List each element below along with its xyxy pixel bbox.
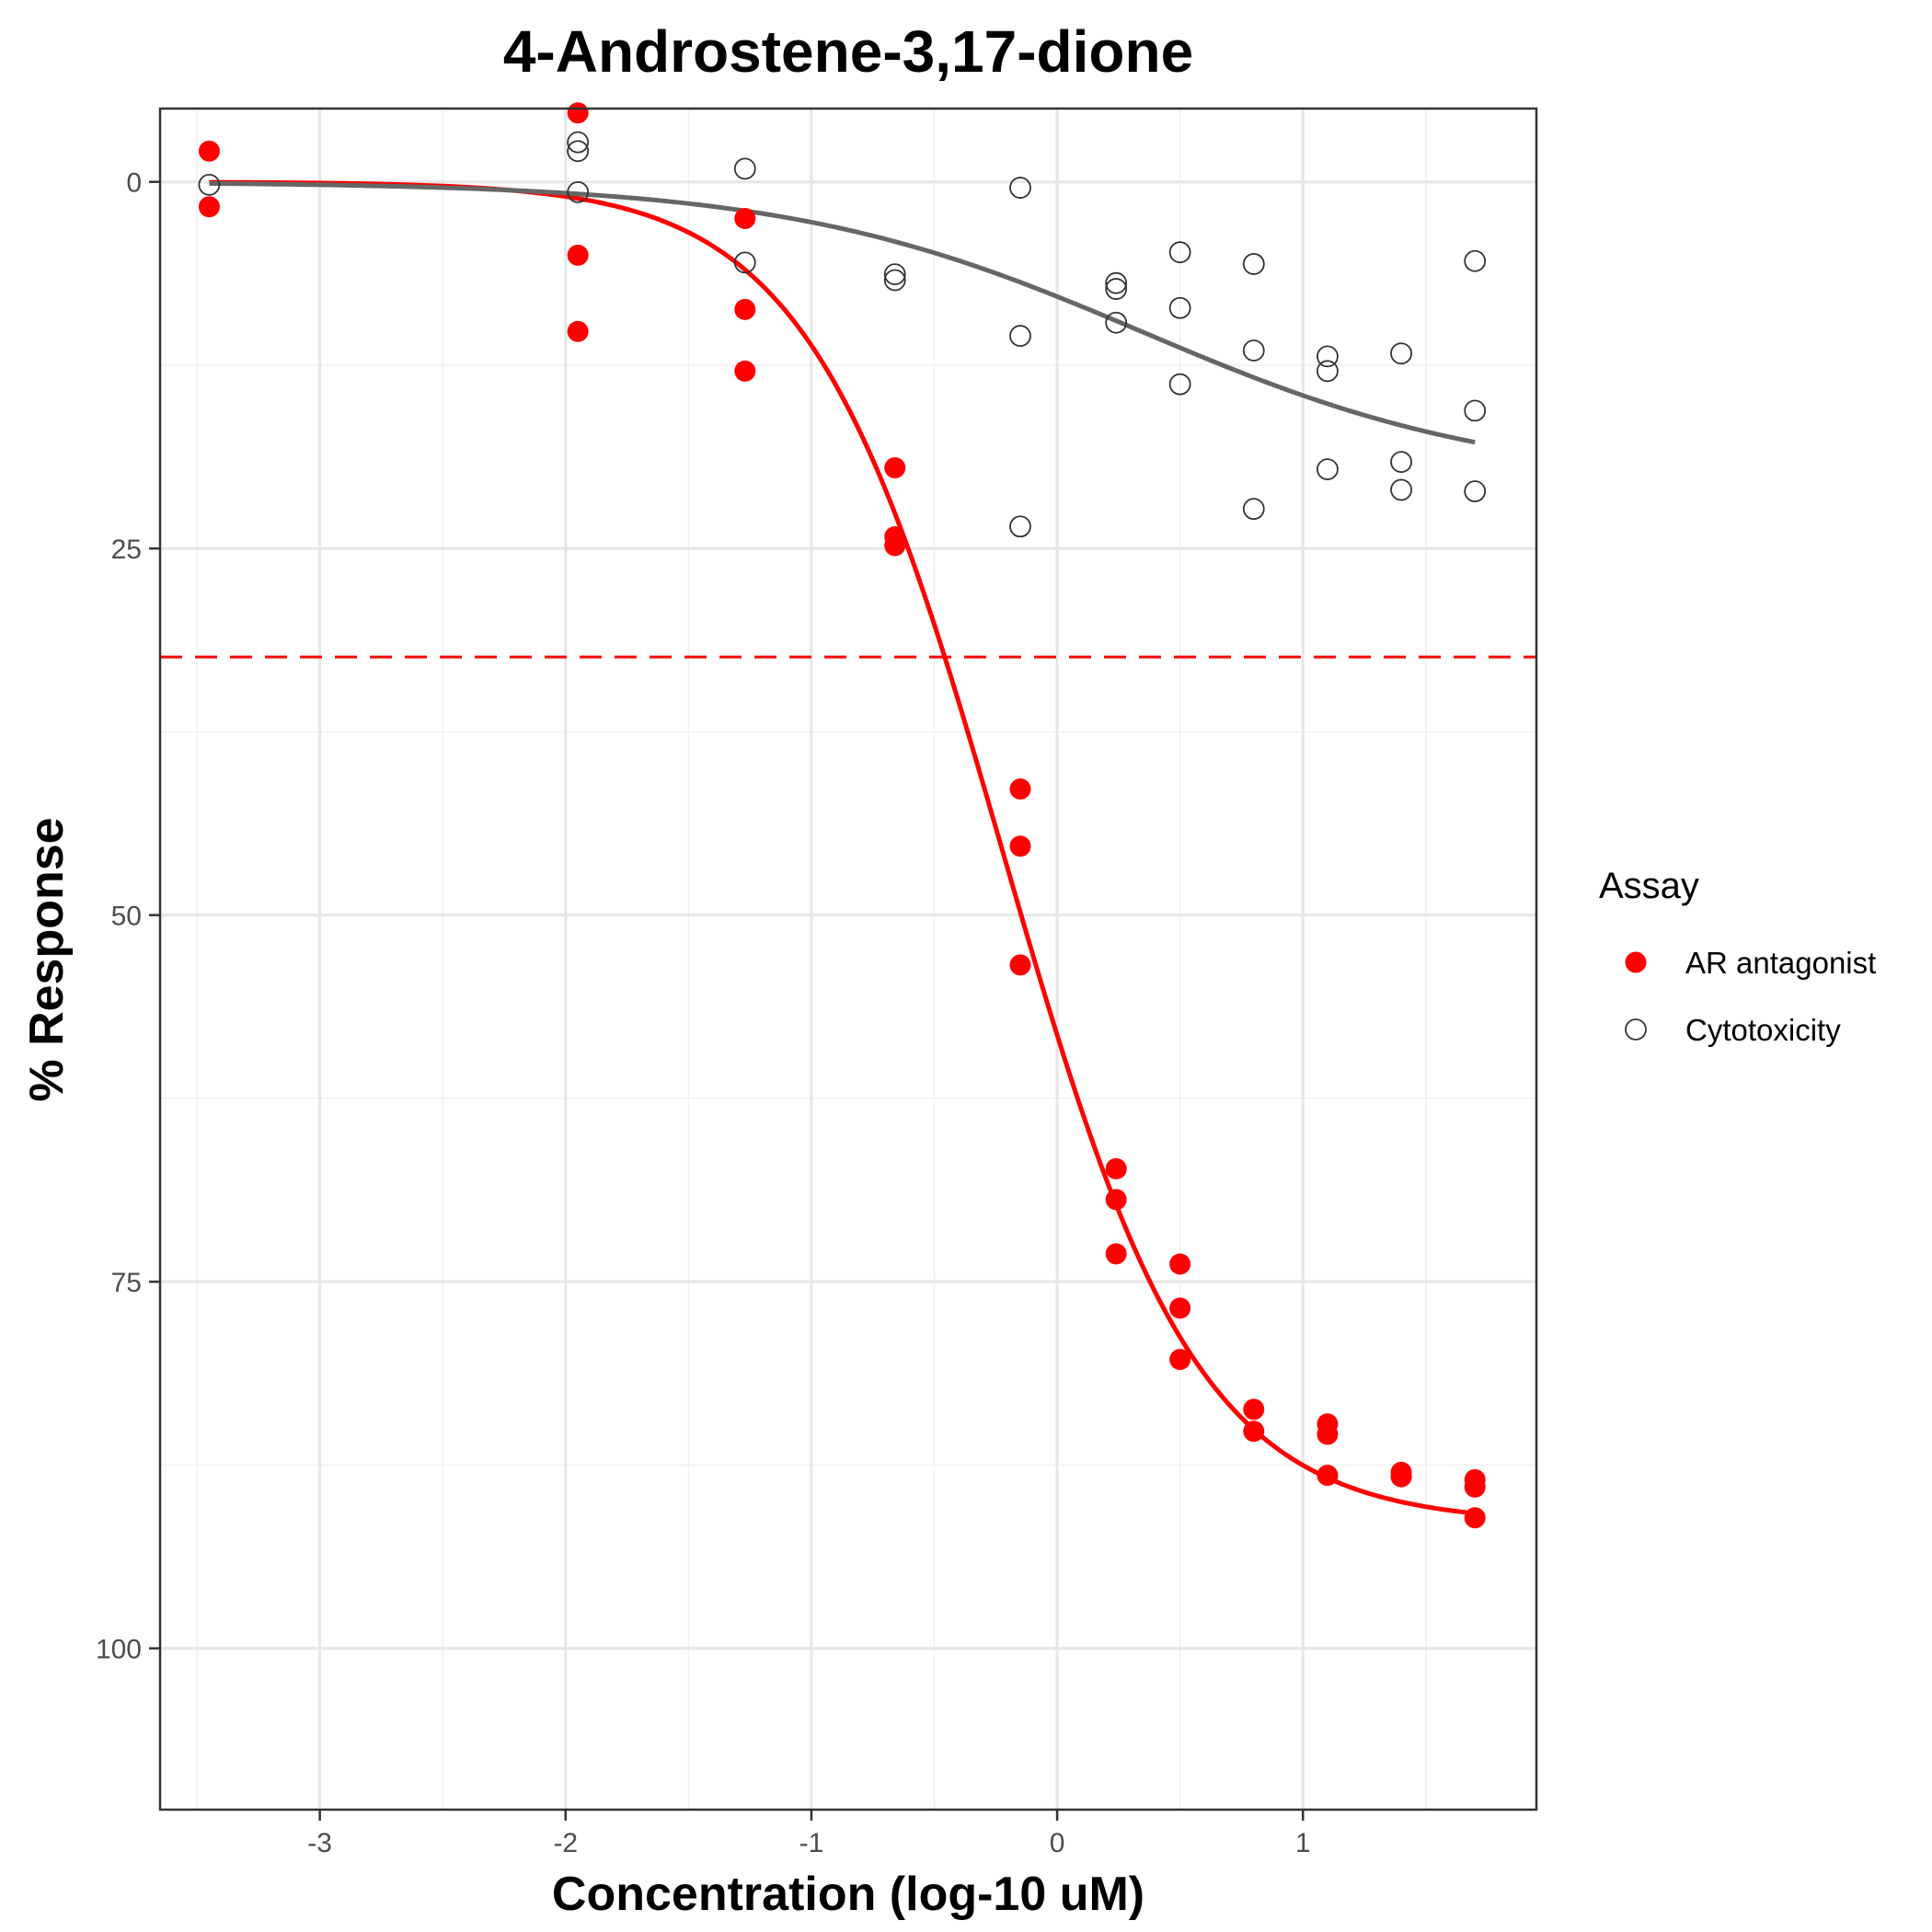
grid-lines bbox=[160, 109, 1536, 1810]
ar-antagonist-point bbox=[1243, 1420, 1265, 1443]
data-points bbox=[198, 102, 1487, 1529]
x-tick-label: 1 bbox=[1295, 1828, 1311, 1858]
ar-antagonist-point bbox=[1317, 1465, 1339, 1487]
fit-curves bbox=[209, 179, 1476, 1516]
cytotoxicity-point bbox=[1317, 458, 1339, 481]
y-tick-label: 50 bbox=[111, 902, 142, 932]
cytotoxicity-point bbox=[1009, 177, 1031, 199]
legend-title: Assay bbox=[1599, 866, 1699, 906]
ar-antagonist-point bbox=[734, 208, 756, 230]
legend-items: AR antagonist Cytotoxicity bbox=[1625, 946, 1876, 1047]
ar-antagonist-point bbox=[1009, 835, 1031, 857]
ar-antagonist-point bbox=[1105, 1157, 1127, 1179]
ar-antagonist-fit-curve bbox=[209, 179, 1476, 1516]
ar-antagonist-point bbox=[734, 298, 756, 320]
x-tick-label: -3 bbox=[307, 1828, 332, 1858]
cytotoxicity-point bbox=[567, 180, 590, 203]
cytotoxicity-point bbox=[1464, 480, 1487, 502]
cytotoxicity-point bbox=[198, 173, 221, 196]
ar-antagonist-point bbox=[1243, 1398, 1265, 1420]
y-tick-label: 75 bbox=[111, 1268, 142, 1298]
ar-antagonist-point bbox=[1169, 1253, 1191, 1275]
legend-label-ar-antagonist: AR antagonist bbox=[1685, 946, 1876, 980]
cytotoxicity-point bbox=[1242, 253, 1265, 275]
cytotoxicity-point bbox=[883, 263, 906, 286]
ar-antagonist-point bbox=[1390, 1466, 1412, 1488]
cytotoxicity-point bbox=[1168, 373, 1191, 396]
ar-antagonist-point bbox=[1464, 1507, 1486, 1529]
x-tick-label: 0 bbox=[1050, 1828, 1065, 1858]
legend-key-ar-antagonist bbox=[1625, 951, 1647, 973]
ar-antagonist-point bbox=[1169, 1297, 1191, 1319]
cytotoxicity-point bbox=[1390, 451, 1412, 474]
cytotoxicity-point bbox=[883, 269, 906, 292]
ar-antagonist-point bbox=[1105, 1243, 1127, 1265]
cytotoxicity-point bbox=[1390, 342, 1412, 365]
ar-antagonist-point bbox=[198, 196, 220, 218]
cytotoxicity-point bbox=[1242, 498, 1265, 521]
y-axis-ticks: 0 25 50 75 100 bbox=[96, 168, 160, 1665]
ar-antagonist-point bbox=[198, 140, 220, 162]
ar-antagonist-point bbox=[884, 535, 906, 557]
cytotoxicity-point bbox=[1390, 478, 1412, 501]
x-axis-ticks: -3 -2 -1 0 1 bbox=[307, 1810, 1311, 1858]
cytotoxicity-point bbox=[1464, 399, 1487, 422]
ar-antagonist-point bbox=[1317, 1423, 1339, 1445]
legend: Assay AR antagonist Cytotoxicity bbox=[1599, 866, 1876, 1047]
cytotoxicity-point bbox=[1242, 339, 1265, 362]
x-tick-label: -2 bbox=[553, 1828, 578, 1858]
chart-title: 4-Androstene-3,17-dione bbox=[503, 18, 1193, 85]
cytotoxicity-point bbox=[1009, 515, 1031, 538]
cytotoxicity-point bbox=[567, 131, 590, 154]
plot-panel-border bbox=[158, 107, 1538, 1811]
cytotoxicity-point bbox=[567, 140, 590, 163]
cytotoxicity-point bbox=[1464, 249, 1487, 272]
cytotoxicity-point bbox=[1105, 278, 1128, 300]
y-tick-label: 100 bbox=[96, 1635, 142, 1665]
cytotoxicity-point bbox=[1317, 360, 1339, 383]
x-axis-title: Concentration (log-10 uM) bbox=[552, 1868, 1144, 1921]
cytotoxicity-point bbox=[1168, 241, 1191, 264]
ar-antagonist-point bbox=[567, 244, 589, 266]
cytotoxicity-point bbox=[1009, 325, 1031, 347]
cytotoxicity-point bbox=[1105, 271, 1128, 294]
x-tick-label: -1 bbox=[799, 1828, 824, 1858]
ar-antagonist-point bbox=[567, 102, 589, 124]
ar-antagonist-point bbox=[1009, 954, 1031, 976]
cytotoxicity-point bbox=[733, 251, 756, 274]
cytotoxicity-point bbox=[1105, 311, 1128, 334]
cytotoxicity-point bbox=[1317, 345, 1339, 368]
ar-antagonist-point bbox=[734, 360, 756, 382]
ar-antagonist-point bbox=[1009, 778, 1031, 800]
ar-antagonist-point bbox=[1105, 1189, 1127, 1211]
ar-antagonist-point bbox=[1169, 1349, 1191, 1371]
y-tick-label: 0 bbox=[126, 168, 142, 199]
cytotoxicity-fit-curve bbox=[209, 180, 1476, 445]
ar-antagonist-point bbox=[567, 320, 589, 342]
ar-antagonist-point bbox=[884, 457, 906, 479]
cytotoxicity-point bbox=[733, 157, 756, 180]
cytotoxicity-point bbox=[1168, 296, 1191, 319]
y-tick-label: 25 bbox=[111, 535, 142, 565]
legend-label-cytotoxicity: Cytotoxicity bbox=[1685, 1013, 1841, 1047]
ar-antagonist-point bbox=[1464, 1476, 1486, 1498]
legend-key-cytotoxicity bbox=[1625, 1018, 1647, 1041]
y-axis-title: % Response bbox=[20, 817, 74, 1101]
